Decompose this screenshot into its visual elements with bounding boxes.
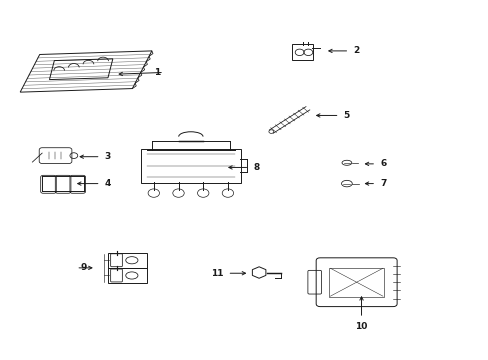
Text: 6: 6: [379, 159, 386, 168]
Text: 4: 4: [104, 179, 111, 188]
Text: 2: 2: [352, 46, 359, 55]
Text: 7: 7: [379, 179, 386, 188]
Text: 10: 10: [355, 322, 367, 331]
Text: 8: 8: [253, 163, 259, 172]
Text: 11: 11: [211, 269, 223, 278]
Text: 5: 5: [343, 111, 349, 120]
Text: 9: 9: [80, 264, 86, 273]
Text: 3: 3: [104, 152, 111, 161]
Text: 1: 1: [154, 68, 160, 77]
